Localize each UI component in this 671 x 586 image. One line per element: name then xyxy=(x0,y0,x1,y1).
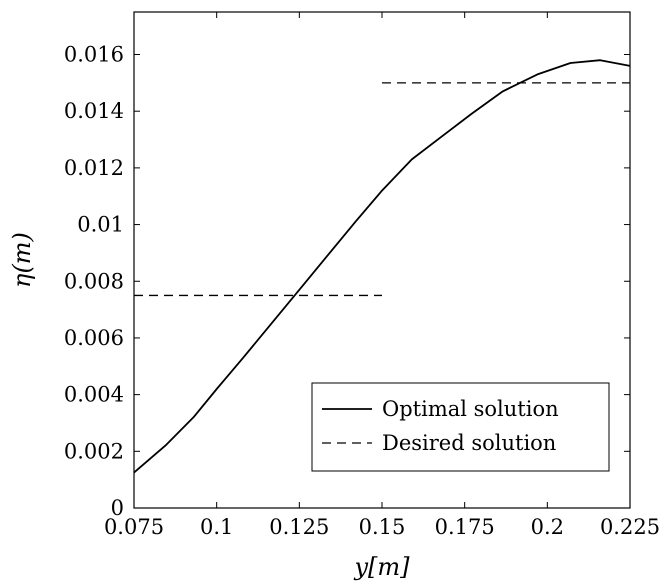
x-tick-label: 0.175 xyxy=(435,515,495,539)
legend-label-optimal: Optimal solution xyxy=(382,397,559,421)
x-tick-label: 0.2 xyxy=(531,515,564,539)
y-tick-label: 0.016 xyxy=(64,43,124,67)
legend-label-desired: Desired solution xyxy=(382,431,556,455)
y-tick-label: 0.012 xyxy=(64,156,124,180)
x-tick-label: 0.075 xyxy=(104,515,164,539)
ticks-layer: 0.075 0.1 0.125 0.15 0.175 0.2 0.225 0 0.002 0.00… xyxy=(64,12,660,539)
series-layer xyxy=(133,59,631,474)
legend: Optimal solution Desired solution xyxy=(311,382,610,472)
series-line-optimal xyxy=(133,59,631,474)
x-tick-label: 0.1 xyxy=(200,515,233,539)
y-axis-title: η(m) xyxy=(8,232,36,288)
y-tick-label: 0 xyxy=(111,496,124,520)
y-tick-label: 0.004 xyxy=(64,383,124,407)
x-tick-label: 0.15 xyxy=(359,515,406,539)
y-tick-label: 0.01 xyxy=(77,213,124,237)
y-tick-label: 0.006 xyxy=(64,326,124,350)
x-tick-label: 0.125 xyxy=(269,515,329,539)
legend-box xyxy=(311,382,610,472)
x-tick-label: 0.225 xyxy=(600,515,660,539)
y-tick-label: 0.002 xyxy=(64,439,124,463)
x-axis-title: y[m] xyxy=(353,553,410,581)
y-tick-label: 0.014 xyxy=(64,99,124,123)
y-tick-label: 0.008 xyxy=(64,269,124,293)
